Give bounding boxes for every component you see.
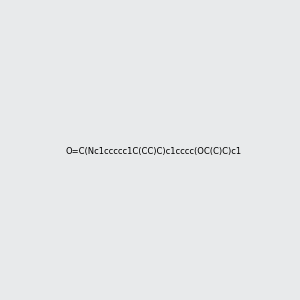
Text: O=C(Nc1ccccc1C(CC)C)c1cccc(OC(C)C)c1: O=C(Nc1ccccc1C(CC)C)c1cccc(OC(C)C)c1 [66,147,242,156]
